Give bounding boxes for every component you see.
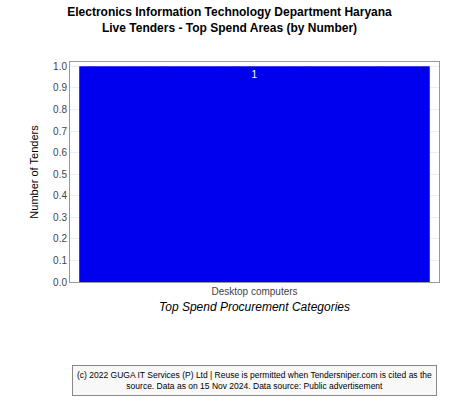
svg-text:0.6: 0.6	[53, 147, 67, 158]
svg-text:0.9: 0.9	[53, 82, 67, 93]
svg-text:Desktop computers: Desktop computers	[211, 286, 297, 297]
svg-text:(c) 2022 GUGA IT Services (P): (c) 2022 GUGA IT Services (P) Ltd | Reus…	[77, 370, 432, 391]
svg-text:0.4: 0.4	[53, 190, 67, 201]
svg-text:0.2: 0.2	[53, 233, 67, 244]
svg-text:Top Spend Procurement Categori: Top Spend Procurement Categories	[159, 300, 350, 314]
svg-text:Electronics Information Techno: Electronics Information Technology Depar…	[67, 5, 392, 35]
svg-text:0.8: 0.8	[53, 104, 67, 115]
svg-text:1.0: 1.0	[53, 61, 67, 72]
svg-text:0.7: 0.7	[53, 126, 67, 137]
svg-text:Number of Tenders: Number of Tenders	[28, 125, 40, 219]
svg-text:0.1: 0.1	[53, 255, 67, 266]
svg-text:0.3: 0.3	[53, 212, 67, 223]
svg-text:1: 1	[252, 69, 258, 80]
svg-text:0.5: 0.5	[53, 169, 67, 180]
svg-text:0.0: 0.0	[53, 277, 67, 288]
